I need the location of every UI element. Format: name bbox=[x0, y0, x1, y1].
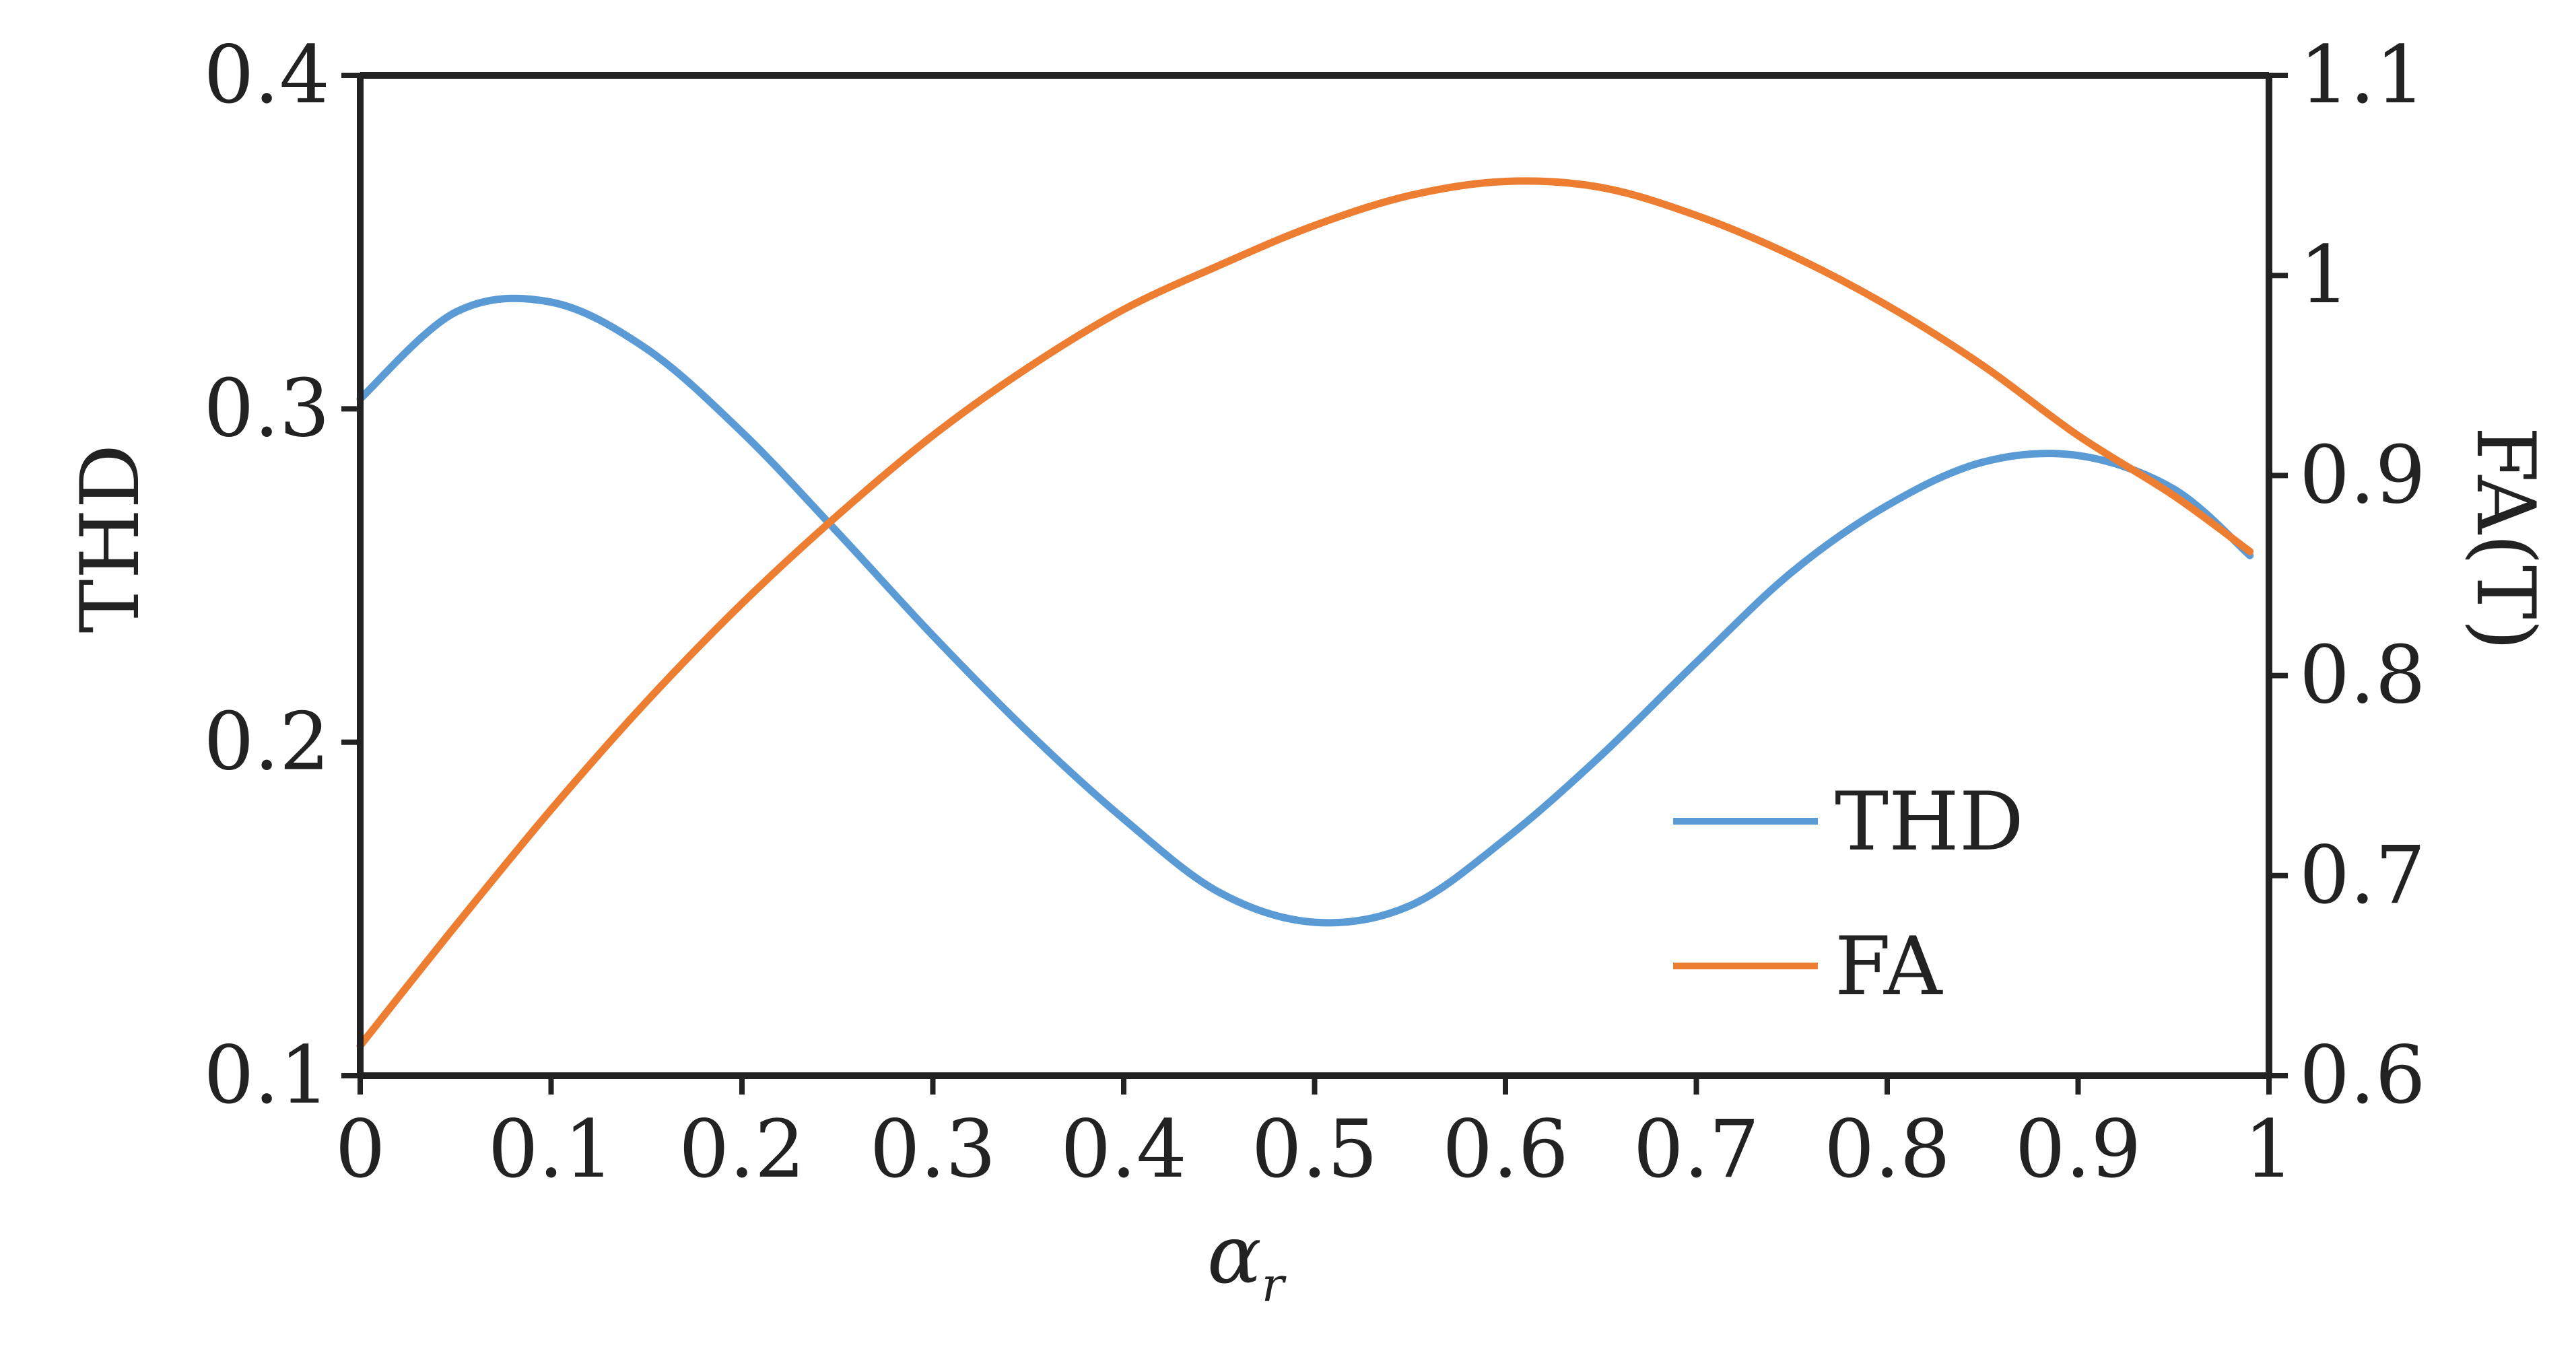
x-tick-label: 0.6 bbox=[1442, 1103, 1569, 1196]
y-right-tick-label: 0.9 bbox=[2299, 428, 2426, 521]
x-tick-label: 0 bbox=[335, 1103, 385, 1196]
x-axis-title-subscript: r bbox=[1262, 1257, 1287, 1313]
x-axis-title-symbol: α bbox=[1207, 1208, 1262, 1302]
series-line-fa bbox=[356, 177, 2254, 1049]
y-left-tick-label: 0.3 bbox=[203, 361, 330, 454]
y-right-tick-label: 0.7 bbox=[2299, 829, 2426, 922]
legend: THD FA bbox=[1673, 775, 2024, 1014]
y-left-tick-label: 0.2 bbox=[203, 695, 330, 788]
x-axis-title: αr bbox=[1207, 1208, 1287, 1313]
y-right-axis-title: FA(T) bbox=[2458, 426, 2552, 650]
x-tick-label: 1 bbox=[2243, 1103, 2294, 1196]
x-tick-label: 0.2 bbox=[679, 1103, 805, 1196]
y-right-tick-label: 0.8 bbox=[2299, 629, 2426, 722]
y-left-tick-label: 0.4 bbox=[203, 28, 330, 121]
x-tick-label: 0.8 bbox=[1824, 1103, 1951, 1196]
x-tick-label: 0.4 bbox=[1060, 1103, 1187, 1196]
series-layer bbox=[356, 177, 2254, 1049]
x-tick-label: 0.1 bbox=[488, 1103, 615, 1196]
y-right-tick-label: 0.6 bbox=[2299, 1029, 2426, 1121]
x-tick-label: 0.9 bbox=[2015, 1103, 2142, 1196]
y-right-tick-label: 1 bbox=[2299, 228, 2350, 321]
legend-label-thd: THD bbox=[1835, 775, 2024, 869]
x-tick-label: 0.3 bbox=[870, 1103, 996, 1196]
x-tick-label: 0.7 bbox=[1633, 1103, 1760, 1196]
y-right-tick-label: 1.1 bbox=[2299, 28, 2426, 121]
y-left-axis-title: THD bbox=[64, 444, 158, 633]
x-tick-label: 0.5 bbox=[1252, 1103, 1378, 1196]
ticks-layer: 0 0.1 0.2 0.3 0.4 0.5 0.6 0.7 0.8 0.9 10.10.20.30.… bbox=[203, 28, 2425, 1196]
series-line-thd bbox=[356, 294, 2254, 927]
legend-label-fa: FA bbox=[1835, 920, 1943, 1014]
y-left-tick-label: 0.1 bbox=[203, 1029, 330, 1121]
